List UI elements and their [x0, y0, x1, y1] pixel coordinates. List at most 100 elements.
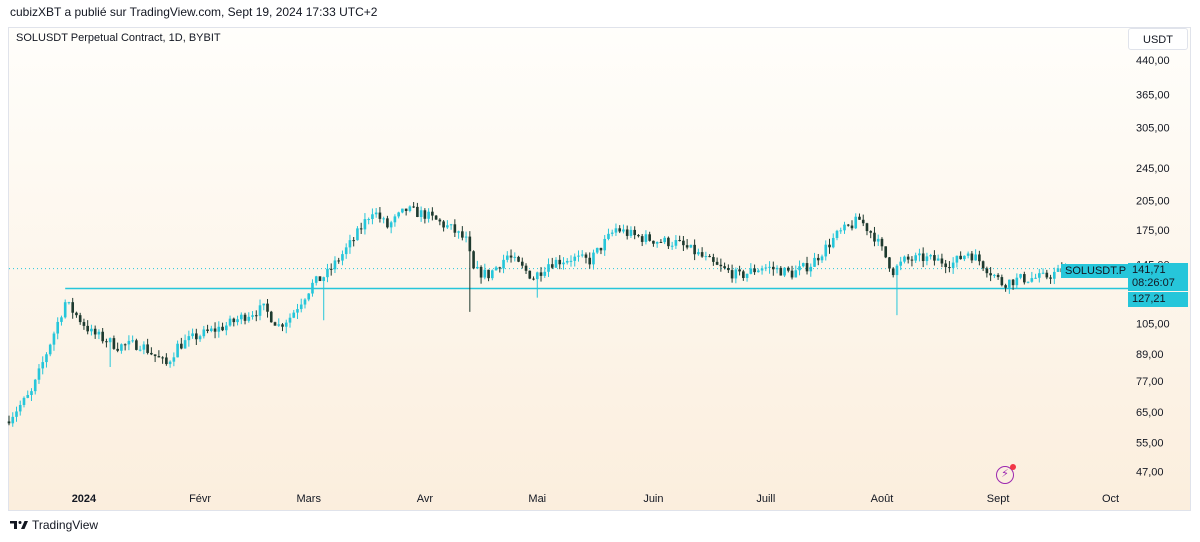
- candle-body: [607, 233, 610, 239]
- candle-body: [416, 206, 419, 218]
- candle-body: [738, 269, 741, 272]
- candle-body: [127, 340, 131, 345]
- candle-body: [479, 266, 483, 278]
- y-tick-label: 245,00: [1136, 163, 1170, 175]
- candle-body: [614, 228, 618, 233]
- candle-body: [730, 270, 734, 279]
- candles-layer: [7, 202, 1067, 427]
- candle-body: [528, 270, 532, 279]
- candle-body: [389, 222, 393, 228]
- candle-body: [269, 311, 273, 323]
- candle-body: [165, 357, 168, 365]
- candle-body: [663, 237, 666, 243]
- candle-body: [142, 344, 146, 350]
- candle-body: [824, 244, 828, 257]
- candle-body: [288, 317, 292, 323]
- candle-body: [595, 247, 599, 253]
- candle-body: [1056, 268, 1060, 272]
- candle-body: [1000, 277, 1004, 286]
- candle-body: [33, 379, 37, 392]
- candle-body: [906, 256, 910, 260]
- candle-body: [45, 354, 48, 363]
- y-tick-label: 365,00: [1136, 90, 1170, 102]
- candle-body: [914, 255, 917, 261]
- candle-body: [805, 263, 809, 272]
- y-tick-label: 205,00: [1136, 196, 1170, 208]
- candle-body: [865, 223, 869, 232]
- candle-body: [82, 322, 86, 326]
- candle-body: [985, 268, 989, 274]
- candle-body: [558, 259, 562, 265]
- candle-body: [251, 315, 254, 317]
- candle-body: [1011, 279, 1015, 286]
- candle-body: [689, 244, 693, 248]
- candle-body: [734, 269, 738, 279]
- candle-body: [247, 316, 251, 321]
- candle-body: [374, 212, 378, 215]
- footer-brand[interactable]: TradingView: [10, 518, 98, 532]
- candle-body: [659, 241, 663, 243]
- candle-body: [120, 344, 123, 351]
- candle-body: [333, 260, 337, 270]
- candle-body: [978, 254, 981, 262]
- y-tick-label: 305,00: [1136, 123, 1170, 135]
- candle-body: [412, 206, 415, 208]
- candle-body: [15, 411, 18, 417]
- candle-body: [367, 219, 370, 221]
- x-tick-label: Sept: [987, 493, 1010, 505]
- candle-body: [850, 225, 854, 229]
- candle-body: [951, 262, 955, 268]
- currency-button[interactable]: USDT: [1128, 28, 1188, 50]
- candle-body: [52, 333, 56, 345]
- candle-body: [697, 252, 700, 255]
- lightning-icon[interactable]: ⚡: [996, 464, 1016, 484]
- candle-body: [629, 229, 633, 236]
- candle-body: [258, 305, 262, 316]
- candle-body: [618, 228, 622, 232]
- candle-body: [419, 210, 423, 218]
- y-tick-label: 55,00: [1136, 438, 1164, 450]
- candle-body: [633, 229, 636, 236]
- candle-body: [262, 303, 266, 306]
- candle-body: [75, 312, 78, 316]
- candle-body: [674, 240, 678, 246]
- x-tick-label: Avr: [417, 493, 434, 505]
- candle-body: [461, 231, 464, 238]
- candle-body: [610, 232, 614, 234]
- candle-body: [921, 253, 925, 262]
- candle-body: [835, 230, 839, 238]
- candle-body: [423, 210, 427, 219]
- candle-body: [273, 322, 277, 326]
- candle-body: [565, 260, 569, 263]
- candle-body: [63, 302, 67, 318]
- y-tick-label: 77,00: [1136, 376, 1164, 388]
- candle-body: [539, 272, 543, 276]
- candle-body: [195, 333, 198, 340]
- candle-body: [157, 356, 161, 358]
- candle-body: [464, 236, 468, 238]
- candle-body: [446, 225, 449, 228]
- candle-body: [60, 317, 63, 322]
- candle-body: [221, 326, 224, 331]
- candle-body: [378, 212, 382, 219]
- candle-body: [90, 328, 93, 332]
- candle-body: [550, 264, 554, 268]
- candle-body: [344, 247, 348, 255]
- candle-body: [520, 261, 524, 266]
- candle-body: [146, 344, 149, 353]
- x-tick-label: Juin: [643, 493, 663, 505]
- candle-body: [502, 259, 505, 269]
- candle-body: [284, 322, 288, 327]
- candle-body: [393, 216, 397, 223]
- candle-body: [101, 331, 104, 342]
- candle-body: [880, 238, 884, 247]
- candle-body: [843, 224, 846, 231]
- candle-body: [78, 315, 82, 323]
- candle-body: [239, 314, 243, 320]
- candle-body: [873, 232, 876, 242]
- candle-body: [685, 245, 689, 248]
- candle-body: [468, 236, 472, 252]
- candle-body: [768, 266, 771, 268]
- candle-body: [71, 302, 75, 313]
